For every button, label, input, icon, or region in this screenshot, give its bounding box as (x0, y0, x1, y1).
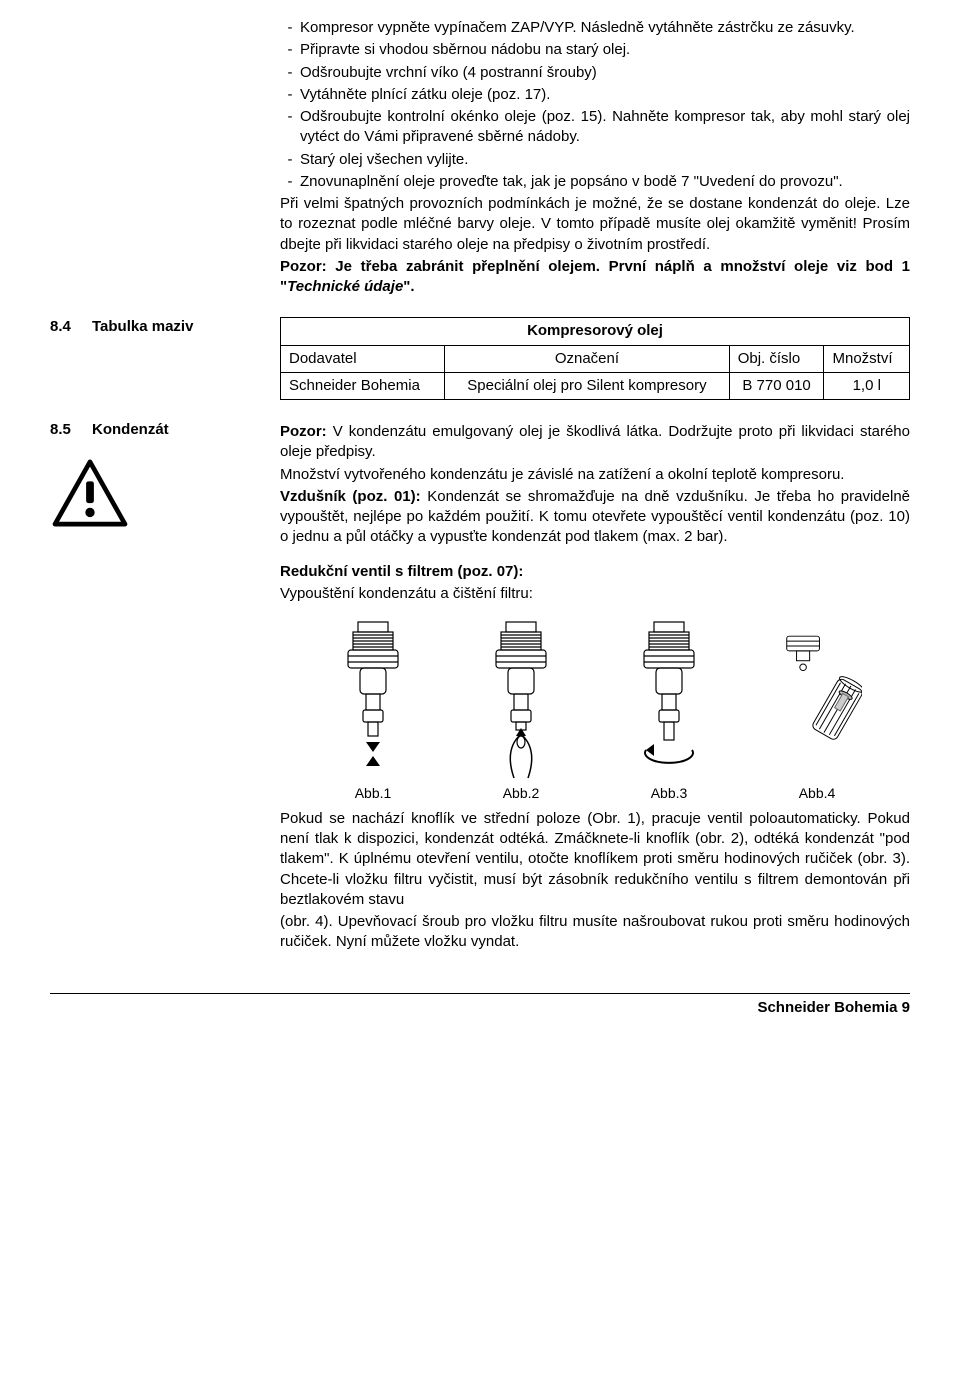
bullet-text: Kompresor vypněte vypínačem ZAP/VYP. Nás… (300, 18, 910, 38)
filter-drawing-icon (476, 620, 566, 780)
figure-label: Abb.3 (651, 784, 688, 803)
bullet-text: Odšroubujte vrchní víko (4 postranní šro… (300, 63, 910, 83)
table-cell: Schneider Bohemia (281, 372, 445, 399)
lubricants-table: Kompresorový olej Dodavatel Označení Obj… (280, 317, 910, 400)
kondenzat-p1: Pozor: V kondenzátu emulgovaný olej je š… (280, 422, 910, 463)
figure-label: Abb.4 (799, 784, 836, 803)
warning-italic: Technické údaje (287, 278, 403, 295)
bullet-text: Připravte si vhodou sběrnou nádobu na st… (300, 40, 910, 60)
dash: - (280, 18, 300, 38)
section-title: Tabulka maziv (92, 317, 193, 337)
bullet-text: Vytáhněte plnící zátku oleje (poz. 17). (300, 85, 910, 105)
dash: - (280, 107, 300, 127)
bullet-text-content: Znovunaplnění oleje proveďte tak, jak je… (300, 173, 843, 190)
section-8-4: 8.4 Tabulka maziv Kompresorový olej Doda… (50, 317, 910, 400)
figure-label: Abb.1 (355, 784, 392, 803)
page-footer: Schneider Bohemia 9 (50, 993, 910, 1018)
kondenzat-p4-title: Redukční ventil s filtrem (poz. 07): (280, 562, 910, 582)
warning-icon (50, 458, 130, 528)
dash: - (280, 40, 300, 60)
filter-drawing-icon (624, 620, 714, 780)
bold-label: Vzdušník (poz. 01): (280, 488, 421, 505)
bullet-row: -Starý olej všechen vylijte. (280, 150, 910, 170)
bullet-row: -Připravte si vhodou sběrnou nádobu na s… (280, 40, 910, 60)
bullet-row: -Znovunaplnění oleje proveďte tak, jak j… (280, 172, 910, 192)
filter-drawing-icon (328, 620, 418, 780)
table-title: Kompresorový olej (281, 318, 910, 345)
bullet-text: Starý olej všechen vylijte. (300, 150, 910, 170)
section-body: Kompresorový olej Dodavatel Označení Obj… (280, 317, 910, 400)
kondenzat-p3: Vzdušník (poz. 01): Kondenzát se shromaž… (280, 487, 910, 548)
section-8-5: 8.5 Kondenzát Pozor: V kondenzátu emulgo… (50, 420, 910, 953)
dash: - (280, 85, 300, 105)
bullet-row: -Vytáhněte plnící zátku oleje (poz. 17). (280, 85, 910, 105)
figure-label: Abb.2 (503, 784, 540, 803)
bullet-row: -Kompresor vypněte vypínačem ZAP/VYP. Ná… (280, 18, 910, 38)
figure-1: Abb.1 (318, 620, 428, 803)
dash: - (280, 172, 300, 192)
bullet-text: Odšroubujte kontrolní okénko oleje (poz.… (300, 107, 910, 148)
table-cell: 1,0 l (824, 372, 910, 399)
table-row: Dodavatel Označení Obj. číslo Množství (281, 345, 910, 372)
bullet-row: -Odšroubujte vrchní víko (4 postranní šr… (280, 63, 910, 83)
table-row: Schneider Bohemia Speciální olej pro Sil… (281, 372, 910, 399)
table-header: Množství (824, 345, 910, 372)
kondenzat-p2: Množství vytvořeného kondenzátu je závis… (280, 465, 910, 485)
bold-label: Pozor: (280, 423, 327, 440)
text: V kondenzátu emulgovaný olej je škodlivá… (280, 423, 910, 460)
section-left: 8.5 Kondenzát (50, 420, 280, 528)
dash: - (280, 63, 300, 83)
figure-3: Abb.3 (614, 620, 724, 803)
warning-text-b: ". (403, 278, 414, 295)
kondenzat-p4: Vypouštění kondenzátu a čištění filtru: (280, 584, 910, 604)
figure-2: Abb.2 (466, 620, 576, 803)
table-row: Kompresorový olej (281, 318, 910, 345)
section-title: Kondenzát (92, 420, 169, 440)
kondenzat-p5b: (obr. 4). Upevňovací šroub pro vložku fi… (280, 912, 910, 953)
section-number: 8.5 (50, 420, 82, 440)
figure-4: Abb.4 (762, 620, 872, 803)
dash: - (280, 150, 300, 170)
figures-row: Abb.1 (280, 620, 910, 803)
table-header: Obj. číslo (729, 345, 824, 372)
bullet-row: -Odšroubujte kontrolní okénko oleje (poz… (280, 107, 910, 148)
table-cell: B 770 010 (729, 372, 824, 399)
section-left: 8.4 Tabulka maziv (50, 317, 280, 337)
bullet-text: Znovunaplnění oleje proveďte tak, jak je… (300, 172, 910, 192)
section-body: Pozor: V kondenzátu emulgovaný olej je š… (280, 420, 910, 953)
table-header: Označení (445, 345, 730, 372)
section-number: 8.4 (50, 317, 82, 337)
intro-bullets: -Kompresor vypněte vypínačem ZAP/VYP. Ná… (280, 18, 910, 297)
intro-warning: Pozor: Je třeba zabránit přeplnění oleje… (280, 257, 910, 298)
filter-drawing-icon (772, 620, 862, 780)
intro-paragraph: Při velmi špatných provozních podmínkách… (280, 194, 910, 255)
table-header: Dodavatel (281, 345, 445, 372)
kondenzat-p5: Pokud se nachází knoflík ve střední polo… (280, 809, 910, 910)
table-cell: Speciální olej pro Silent kompresory (445, 372, 730, 399)
